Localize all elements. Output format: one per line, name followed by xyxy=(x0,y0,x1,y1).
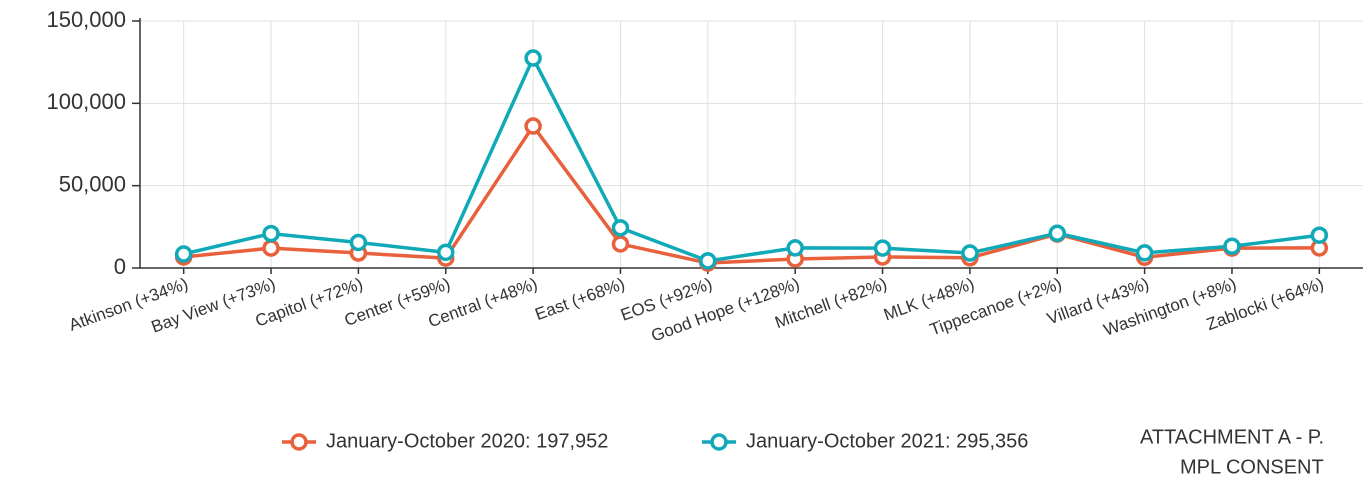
data-point xyxy=(961,244,979,262)
annotation: MPL CONSENT xyxy=(1180,456,1324,478)
data-point xyxy=(1135,244,1154,262)
data-point xyxy=(786,239,804,257)
y-tick-label: 100,000 xyxy=(46,89,126,114)
series-line xyxy=(183,124,1320,265)
annotation: ATTACHMENT A - P. xyxy=(1140,426,1324,448)
data-point xyxy=(1223,237,1241,256)
series-line xyxy=(183,56,1320,263)
data-point xyxy=(873,239,892,257)
y-tick-label: 150,000 xyxy=(46,7,126,32)
data-point xyxy=(437,243,455,262)
legend-marker xyxy=(710,433,728,451)
data-point xyxy=(524,49,542,67)
data-point xyxy=(349,233,368,252)
legend-label: January-October 2021: 295,356 xyxy=(746,430,1028,452)
data-point xyxy=(1310,226,1329,244)
data-point xyxy=(262,239,280,257)
legend-marker xyxy=(290,433,308,451)
y-tick-label: 0 xyxy=(114,254,126,279)
y-tick-label: 50,000 xyxy=(59,171,126,196)
data-point xyxy=(699,252,717,270)
data-point xyxy=(1048,224,1066,243)
legend-label: January-October 2020: 197,952 xyxy=(326,430,608,452)
x-tick-label: Good Hope (+128%) xyxy=(649,274,802,345)
data-point xyxy=(611,235,630,253)
data-point xyxy=(262,224,280,243)
data-point xyxy=(524,117,542,135)
x-tick-label: East (+68%) xyxy=(533,274,628,324)
data-point xyxy=(611,219,630,237)
data-point xyxy=(174,245,193,263)
